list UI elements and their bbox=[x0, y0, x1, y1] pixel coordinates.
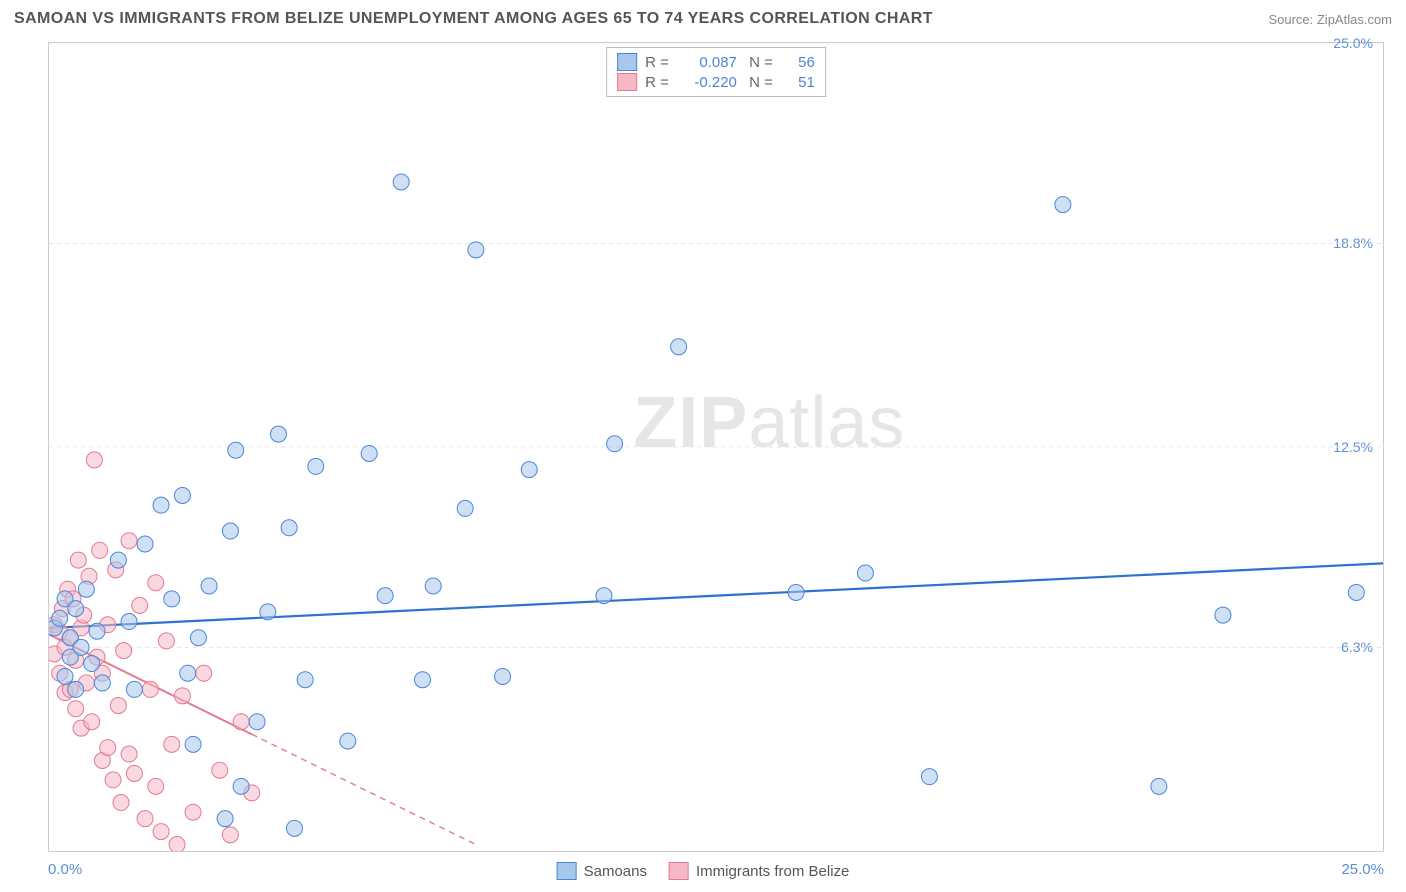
swatch-belize bbox=[617, 73, 637, 91]
chart-area: ZIPatlas R = 0.087 N = 56 R = -0.220 N =… bbox=[48, 42, 1384, 852]
x-origin-label: 0.0% bbox=[48, 861, 82, 878]
legend-item-samoans: Samoans bbox=[557, 862, 647, 880]
legend-label-belize: Immigrants from Belize bbox=[696, 863, 849, 880]
swatch-bottom-belize bbox=[669, 862, 689, 880]
scatter-plot bbox=[49, 43, 1383, 851]
chart-title: SAMOAN VS IMMIGRANTS FROM BELIZE UNEMPLO… bbox=[14, 10, 933, 28]
r-value-samoans: 0.087 bbox=[677, 54, 737, 71]
legend-row-belize: R = -0.220 N = 51 bbox=[617, 72, 815, 92]
legend-item-belize: Immigrants from Belize bbox=[669, 862, 849, 880]
n-value-samoans: 56 bbox=[781, 54, 815, 71]
correlation-legend: R = 0.087 N = 56 R = -0.220 N = 51 bbox=[606, 47, 826, 97]
source-attribution: Source: ZipAtlas.com bbox=[1268, 12, 1392, 27]
n-value-belize: 51 bbox=[781, 74, 815, 91]
swatch-bottom-samoans bbox=[557, 862, 577, 880]
title-bar: SAMOAN VS IMMIGRANTS FROM BELIZE UNEMPLO… bbox=[14, 10, 1392, 28]
series-legend: Samoans Immigrants from Belize bbox=[557, 862, 850, 880]
x-max-label: 25.0% bbox=[1341, 861, 1384, 878]
legend-label-samoans: Samoans bbox=[584, 863, 647, 880]
legend-row-samoans: R = 0.087 N = 56 bbox=[617, 52, 815, 72]
r-value-belize: -0.220 bbox=[677, 74, 737, 91]
swatch-samoans bbox=[617, 53, 637, 71]
